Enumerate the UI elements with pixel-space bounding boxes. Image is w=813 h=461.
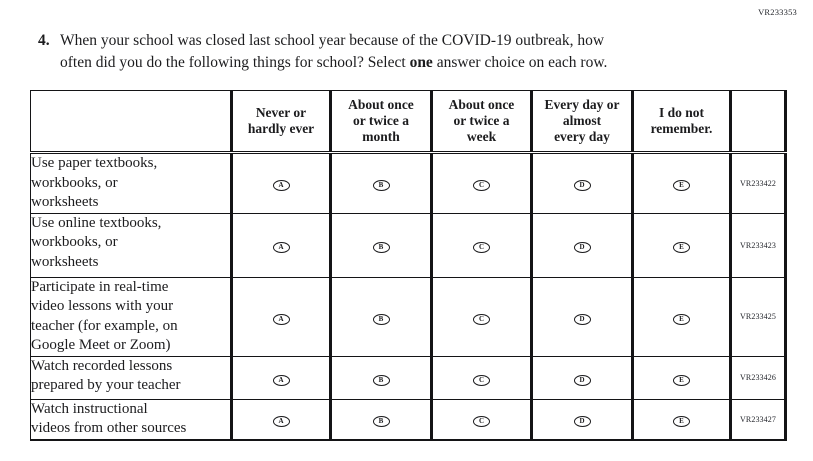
answer-cell: B (329, 398, 432, 440)
answer-cell: E (631, 355, 731, 400)
answer-cell: A (230, 276, 331, 357)
header-row: Never or hardly ever About once or twice… (30, 90, 786, 154)
column-header-month: About once or twice a month (329, 90, 432, 154)
answer-cell: C (430, 276, 532, 357)
row-label: Watch recorded lessons prepared by your … (30, 355, 232, 400)
answer-cell: E (631, 212, 731, 278)
answer-cell: D (530, 276, 633, 357)
row-code: VR233422 (729, 152, 786, 214)
answer-cell: C (430, 212, 532, 278)
row-label: Participate in real-time video lessons w… (30, 276, 232, 357)
row-code: VR233425 (729, 276, 786, 357)
answer-cell: A (230, 398, 331, 440)
answer-bubble-d[interactable]: D (573, 416, 591, 427)
table-row: Use online textbooks, workbooks, or work… (30, 212, 786, 278)
answer-cell: A (230, 152, 331, 214)
answer-bubble-a[interactable]: A (272, 416, 290, 427)
answer-cell: A (230, 212, 331, 278)
answer-bubble-e[interactable]: E (673, 374, 690, 386)
answer-bubble-e[interactable]: E (673, 242, 690, 253)
answer-bubble-e[interactable]: E (673, 180, 690, 192)
answer-cell: D (530, 355, 633, 400)
answer-cell: D (530, 398, 633, 440)
answer-cell: C (430, 398, 532, 440)
answer-matrix-table: Never or hardly ever About once or twice… (30, 90, 787, 441)
table-row: Participate in real-time video lessons w… (30, 276, 786, 357)
answer-bubble-a[interactable]: A (272, 313, 290, 325)
answer-bubble-d[interactable]: D (573, 242, 591, 253)
answer-cell: E (631, 152, 731, 214)
question-block: 4. When your school was closed last scho… (38, 30, 750, 74)
answer-cell: B (329, 355, 432, 400)
table-row: Watch recorded lessons prepared by your … (30, 355, 786, 400)
row-label: Watch instructional videos from other so… (30, 398, 232, 440)
table-row: Use paper textbooks, workbooks, or works… (30, 152, 786, 214)
table-row: Watch instructional videos from other so… (30, 398, 786, 440)
column-header-every-day: Every day or almost every day (530, 90, 633, 154)
answer-cell: D (530, 152, 633, 214)
answer-cell: E (631, 398, 731, 440)
answer-cell: A (230, 355, 331, 400)
page-code: VR233353 (758, 7, 797, 17)
column-header-code (729, 90, 786, 154)
answer-cell: B (329, 212, 432, 278)
column-header-no-remember: I do not remember. (631, 90, 731, 154)
answer-cell: B (329, 276, 432, 357)
answer-bubble-e[interactable]: E (673, 313, 690, 325)
answer-bubble-b[interactable]: B (372, 313, 390, 325)
question-text-start: When your school was closed last school … (60, 32, 605, 71)
answer-bubble-b[interactable]: B (372, 416, 390, 427)
answer-bubble-a[interactable]: A (272, 242, 290, 253)
question-text-bold: one (409, 54, 433, 71)
question-text-end: answer choice on each row. (432, 54, 608, 71)
answer-cell: E (631, 276, 731, 357)
answer-bubble-c[interactable]: C (473, 416, 490, 427)
row-label: Use online textbooks, workbooks, or work… (30, 212, 232, 278)
answer-bubble-e[interactable]: E (673, 416, 690, 427)
answer-bubble-c[interactable]: C (473, 180, 490, 192)
column-header-blank (30, 90, 232, 154)
answer-bubble-c[interactable]: C (473, 313, 490, 325)
answer-cell: C (430, 355, 532, 400)
answer-bubble-a[interactable]: A (272, 374, 290, 386)
column-header-week: About once or twice a week (430, 90, 532, 154)
answer-bubble-c[interactable]: C (473, 242, 490, 253)
question-number: 4. (38, 32, 50, 49)
answer-bubble-c[interactable]: C (473, 374, 490, 386)
row-code: VR233423 (729, 212, 786, 278)
answer-cell: B (329, 152, 432, 214)
answer-bubble-a[interactable]: A (272, 180, 290, 192)
row-label: Use paper textbooks, workbooks, or works… (30, 152, 232, 214)
answer-cell: C (430, 152, 532, 214)
answer-bubble-d[interactable]: D (573, 374, 591, 386)
answer-bubble-d[interactable]: D (573, 313, 591, 325)
answer-bubble-b[interactable]: B (372, 180, 390, 192)
answer-cell: D (530, 212, 633, 278)
answer-bubble-d[interactable]: D (573, 180, 591, 192)
row-code: VR233427 (729, 398, 786, 440)
column-header-never: Never or hardly ever (230, 90, 331, 154)
row-code: VR233426 (729, 355, 786, 400)
question-text: When your school was closed last school … (60, 30, 607, 74)
answer-bubble-b[interactable]: B (372, 374, 390, 386)
answer-bubble-b[interactable]: B (372, 242, 390, 253)
